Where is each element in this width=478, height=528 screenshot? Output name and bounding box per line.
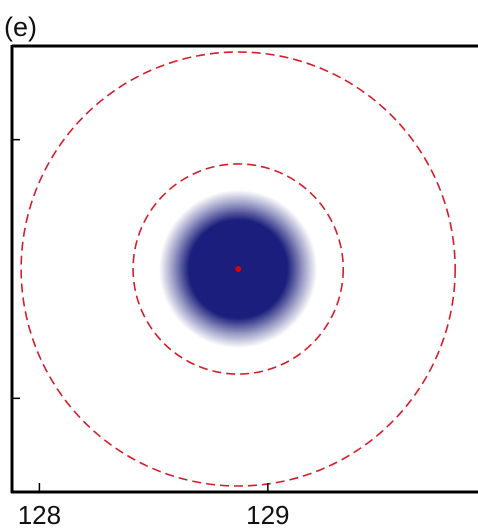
panel-label: (e): [4, 12, 37, 42]
x-tick-label-129: 129: [246, 500, 289, 528]
dashed-circle-outer: [20, 51, 456, 487]
x-tick-label-128: 128: [18, 500, 61, 528]
center-marker: [235, 266, 242, 272]
dashed-circle-inner: [132, 163, 345, 375]
